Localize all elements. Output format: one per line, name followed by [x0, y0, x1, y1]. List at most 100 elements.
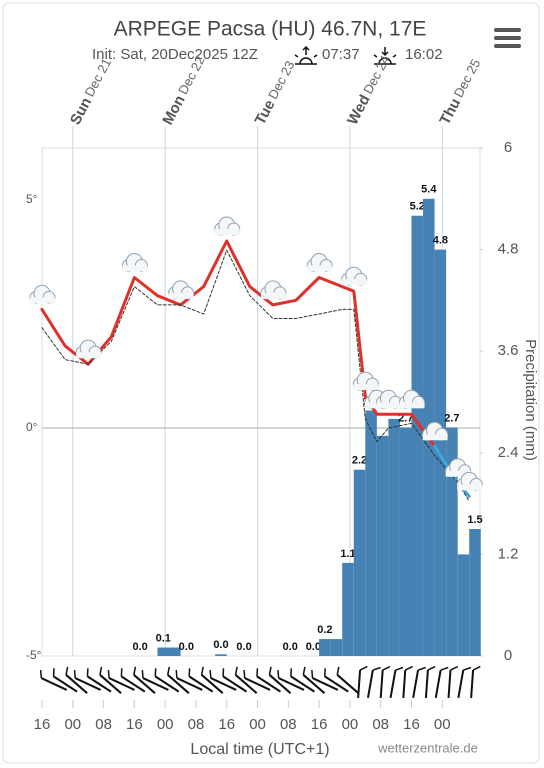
wind-barb	[200, 666, 224, 694]
x-tick-label: 00	[249, 716, 266, 733]
barb-shaft	[244, 677, 271, 691]
x-tick-label: 08	[280, 716, 297, 733]
sunset-time: 16:02	[405, 46, 443, 63]
barb-shaft	[142, 677, 169, 691]
wind-barb	[154, 668, 180, 693]
cloud-base	[76, 352, 102, 359]
wind-barb	[447, 665, 459, 699]
precip-label: 1.1	[340, 548, 355, 560]
barb-flag	[404, 665, 413, 671]
barb-shaft	[324, 675, 349, 693]
chart-title: ARPEGE Pacsa (HU) 46.7N, 17E	[114, 18, 427, 41]
barb-flag	[188, 668, 191, 677]
wind-barb	[357, 665, 368, 699]
x-axis-title: Local time (UTC+1)	[190, 741, 329, 758]
wind-barb	[188, 668, 214, 693]
precip-bar	[411, 215, 424, 656]
weather-icon	[445, 458, 472, 478]
weather-icon	[422, 421, 449, 441]
precip-label: 0.0	[306, 641, 321, 653]
barb-shaft	[379, 669, 384, 699]
barb-shaft	[154, 675, 180, 693]
barb-flag	[359, 665, 368, 671]
weather-icon	[168, 280, 195, 300]
menu-button[interactable]	[494, 28, 521, 48]
weather-icon	[456, 471, 483, 491]
barb-flag	[290, 668, 293, 677]
precip-label: 1.5	[467, 514, 482, 526]
precip-bar	[353, 469, 366, 656]
y2-tick-label: 4.8	[498, 241, 519, 258]
wind-barb	[268, 666, 292, 694]
wind-barb	[402, 665, 413, 699]
cloud-base	[122, 265, 148, 272]
wind-barb	[234, 666, 258, 694]
barb-flag	[175, 669, 178, 679]
weather-icon	[260, 280, 287, 300]
barb-shaft	[176, 677, 203, 691]
cloud-base	[260, 292, 286, 299]
day-name: Thu	[436, 95, 464, 127]
wind-barb	[424, 665, 436, 699]
barb-shaft	[188, 675, 214, 693]
barb-shaft	[389, 670, 397, 698]
wind-barb	[133, 666, 156, 694]
x-tick-label: 16	[126, 716, 143, 733]
x-tick-label: 00	[64, 716, 81, 733]
barb-flag	[462, 666, 472, 671]
precip-bar	[330, 639, 343, 656]
day-name: Sun	[67, 95, 95, 128]
x-tick-label: 16	[311, 716, 328, 733]
barb-shaft	[256, 675, 281, 693]
barb-shaft	[366, 670, 374, 698]
precip-bar	[157, 647, 170, 656]
barb-shaft	[357, 669, 362, 699]
barb-shaft	[402, 669, 407, 699]
weather-icon	[121, 253, 148, 273]
precip-label: 0.0	[213, 639, 228, 651]
barb-shaft	[234, 674, 258, 694]
barb-shaft	[133, 674, 156, 694]
wind-barb	[222, 668, 248, 693]
wind-barb	[256, 668, 281, 693]
barb-shaft	[99, 674, 122, 694]
precip-bar	[376, 435, 389, 656]
cloud-base	[168, 292, 194, 299]
wind-barb	[243, 669, 271, 691]
barb-shaft	[447, 669, 452, 699]
x-tick-label: 08	[188, 716, 205, 733]
x-tick-label: 00	[157, 716, 174, 733]
wind-barb	[457, 666, 472, 698]
barb-shaft	[108, 677, 135, 691]
y2-tick-label: 0	[504, 647, 512, 664]
barb-flag	[311, 669, 314, 679]
barb-flag	[472, 665, 481, 671]
barb-flag	[120, 668, 123, 677]
precip-label: 4.8	[433, 235, 448, 247]
wind-barb	[336, 666, 360, 694]
day-label: WedDec 24	[344, 53, 395, 128]
barb-flag	[39, 669, 43, 679]
precip-label: 0.0	[283, 641, 298, 653]
barb-flag	[417, 666, 426, 671]
weather-icon	[341, 266, 368, 286]
day-label: TueDec 23	[252, 58, 300, 128]
barb-flag	[141, 669, 144, 679]
barb-flag	[209, 669, 212, 679]
barb-shaft	[424, 669, 429, 699]
credit: wetterzentrale.de	[377, 740, 478, 755]
day-date: Dec 24	[361, 53, 394, 96]
weather-icon	[375, 389, 402, 409]
day-date: Dec 23	[265, 58, 298, 101]
barb-flag	[200, 666, 204, 675]
barb-flag	[52, 668, 55, 677]
weather-icon	[352, 371, 379, 391]
barb-shaft	[200, 674, 224, 694]
barb-flag	[243, 669, 246, 679]
barb-flag	[133, 666, 137, 675]
cloud-base	[30, 297, 55, 304]
barb-flag	[450, 665, 459, 671]
day-label: SunDec 21	[67, 56, 116, 128]
weather-icon	[29, 284, 56, 304]
